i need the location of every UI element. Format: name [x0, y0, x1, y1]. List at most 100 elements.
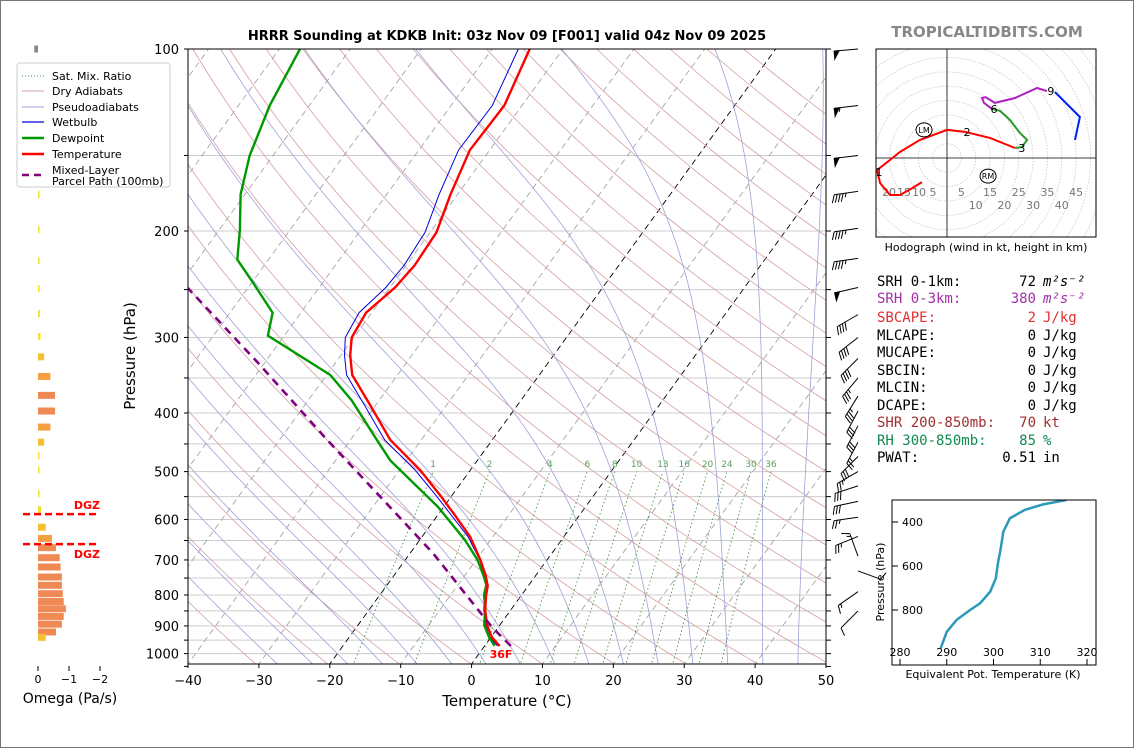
- wind-barb: [833, 104, 859, 119]
- theta-x-tick-label: 300: [983, 646, 1004, 659]
- legend: Sat. Mix. Ratio Dry Adiabats Pseudoadiabat…: [16, 62, 171, 188]
- barb-staff: [849, 533, 859, 557]
- mixing-ratio-line: [479, 471, 551, 664]
- barb-feather: [831, 520, 835, 530]
- x-tick-label: −40: [174, 674, 201, 689]
- theta-y-tick-label: 600: [902, 560, 923, 573]
- omega-bar: [38, 452, 40, 460]
- theta-y-axis-label: Pressure (hPa): [874, 543, 887, 622]
- barb-staff: [834, 257, 859, 263]
- dry-adiabat: [302, 49, 826, 509]
- stat-value: 0: [1028, 363, 1036, 379]
- wind-barb: [831, 227, 859, 241]
- barb-feather: [836, 483, 840, 493]
- omega-bar: [38, 310, 40, 318]
- barb-half-feather: [838, 519, 841, 525]
- ring-label: 25: [1012, 186, 1026, 199]
- wind-barb: [833, 154, 859, 169]
- moist-adiabat: [304, 49, 659, 664]
- wind-barb: [834, 286, 859, 303]
- hodograph-caption: Hodograph (wind in kt, height in km): [885, 241, 1088, 254]
- omega-bar: [38, 554, 60, 562]
- stat-value: 2: [1028, 310, 1036, 326]
- stat-label: SBCAPE:: [877, 310, 936, 326]
- ring-label: 15: [983, 186, 997, 199]
- storm-motion-marker: [915, 122, 933, 138]
- hodograph-bg: [876, 49, 1096, 237]
- dry-adiabat: [192, 49, 826, 623]
- barb-feather: [845, 346, 850, 356]
- mixed-layer-parcel-path-mb--line: [188, 286, 512, 647]
- barb-feather: [831, 231, 835, 241]
- barb-feather: [834, 194, 838, 203]
- omega-bar: [38, 605, 66, 613]
- ring-label: 40: [1055, 199, 1069, 212]
- barb-feather: [844, 322, 847, 331]
- barb-feather: [843, 348, 847, 357]
- wind-barb: [857, 570, 887, 580]
- barb-feather: [840, 230, 844, 239]
- isotherm-line: [541, 272, 826, 664]
- dry-adiabat: [376, 49, 826, 437]
- stat-unit: J/kg: [1043, 328, 1077, 344]
- storm-motion-label: RM: [982, 172, 995, 181]
- mixing-ratio-label: 24: [721, 460, 733, 470]
- stat-unit: m²s⁻²: [1042, 291, 1085, 307]
- barb-flag: [833, 107, 840, 119]
- barb-feather: [836, 326, 840, 336]
- height-label: 2: [964, 126, 971, 139]
- barb-feather: [848, 411, 855, 419]
- x-tick-label: 0: [467, 674, 475, 689]
- y-tick-label: 100: [154, 43, 179, 58]
- theta-y-tick-label: 400: [902, 516, 923, 529]
- dry-adiabat: [229, 49, 826, 584]
- mixing-ratio-label: 6: [584, 460, 590, 470]
- barb-feather: [842, 471, 848, 480]
- ring-label: 45: [1069, 186, 1083, 199]
- barb-feather: [845, 391, 852, 400]
- ring-label: 5: [958, 186, 965, 199]
- stat-label: SBCIN:: [877, 363, 928, 379]
- barb-staff: [842, 377, 859, 397]
- barb-feather: [834, 261, 838, 270]
- barb-feather: [841, 323, 845, 333]
- theta-x-axis-label: Equivalent Pot. Temperature (K): [905, 668, 1080, 681]
- ring-label: 10: [969, 199, 983, 212]
- legend-label: Mixed-Layer: [52, 164, 120, 177]
- barb-half-feather: [844, 259, 847, 265]
- barb-feather: [849, 441, 856, 449]
- mixing-ratio-label: 4: [547, 460, 553, 470]
- dry-adiabat: [188, 536, 329, 664]
- dry-adiabat: [188, 224, 687, 664]
- mixing-ratio-label: 16: [679, 460, 691, 470]
- theta-e-area: [939, 500, 1067, 649]
- y-tick-label: 700: [154, 554, 179, 569]
- moist-adiabat: [188, 265, 521, 664]
- wind-barb: [836, 471, 859, 493]
- legend-label: Temperature: [51, 148, 122, 161]
- barb-feather: [838, 352, 843, 361]
- y-tick-label: 500: [154, 466, 179, 481]
- isotherm-line: [188, 49, 422, 372]
- barb-feather: [842, 373, 848, 382]
- barb-feather: [838, 505, 841, 514]
- barb-staff: [846, 425, 859, 448]
- dry-adiabat: [265, 49, 826, 546]
- mixing-ratio-label: 30: [745, 460, 757, 470]
- omega-tick-label: −1: [61, 673, 77, 686]
- barb-staff: [840, 456, 859, 474]
- theta-x-tick-label: 320: [1077, 646, 1098, 659]
- omega-bar: [38, 523, 46, 531]
- barb-feather: [880, 572, 887, 580]
- omega-bar: [38, 573, 62, 581]
- omega-bar: [38, 620, 62, 628]
- stat-unit: J/kg: [1043, 380, 1077, 396]
- stat-label: SRH 0-1km:: [877, 274, 961, 290]
- omega-bar: [38, 391, 56, 399]
- mixing-ratio-line: [672, 471, 728, 664]
- stat-value: 0: [1028, 345, 1036, 361]
- wind-barb: [835, 535, 859, 554]
- barb-staff: [834, 516, 859, 522]
- barb-feather: [837, 230, 841, 240]
- x-tick-label: −20: [316, 674, 343, 689]
